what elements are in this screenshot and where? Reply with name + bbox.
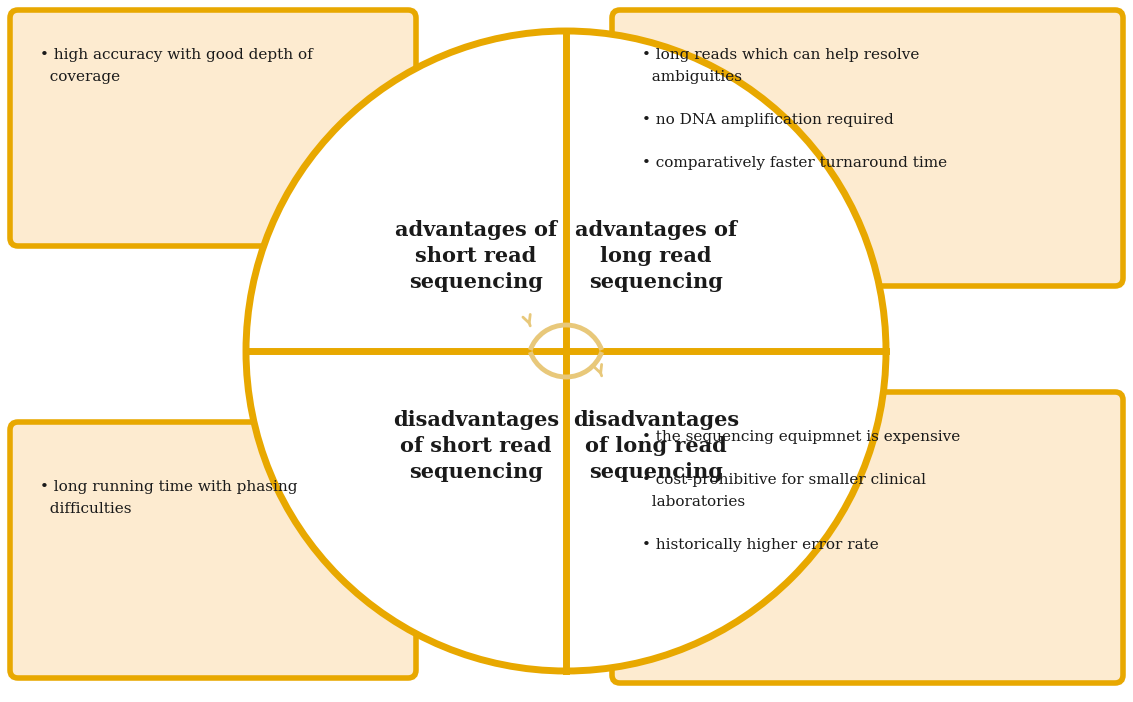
Text: advantages of
long read
sequencing: advantages of long read sequencing (576, 220, 736, 293)
Text: • high accuracy with good depth of
  coverage: • high accuracy with good depth of cover… (40, 48, 313, 84)
Text: disadvantages
of short read
sequencing: disadvantages of short read sequencing (393, 409, 559, 482)
Circle shape (246, 31, 886, 671)
FancyBboxPatch shape (612, 10, 1123, 286)
FancyBboxPatch shape (612, 392, 1123, 683)
Text: disadvantages
of long read
sequencing: disadvantages of long read sequencing (573, 409, 739, 482)
Text: advantages of
short read
sequencing: advantages of short read sequencing (395, 220, 557, 293)
FancyBboxPatch shape (10, 422, 416, 678)
Text: • long running time with phasing
  difficulties: • long running time with phasing difficu… (40, 480, 298, 516)
FancyBboxPatch shape (10, 10, 416, 246)
Text: • the sequencing equipmnet is expensive

• cost-prohibitive for smaller clinical: • the sequencing equipmnet is expensive … (642, 430, 961, 552)
Text: • long reads which can help resolve
  ambiguities

• no DNA amplification requir: • long reads which can help resolve ambi… (642, 48, 947, 171)
